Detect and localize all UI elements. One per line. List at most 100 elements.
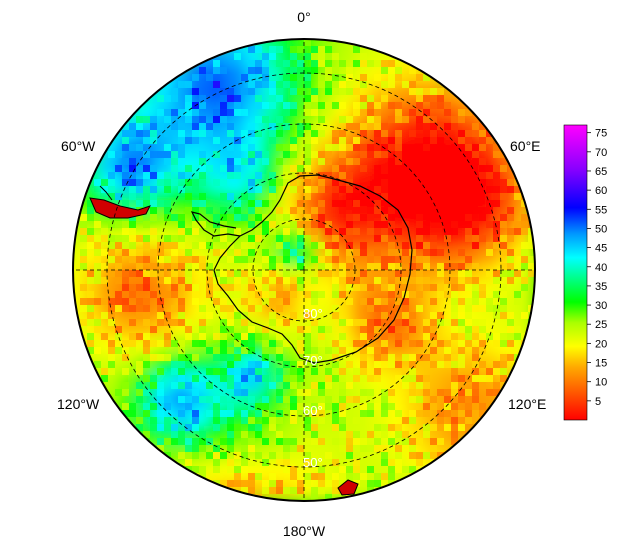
field-pixel [248,417,255,424]
field-pixel [206,207,213,214]
field-pixel [430,102,437,109]
field-pixel [94,221,101,228]
field-pixel [388,466,395,473]
field-blob [73,282,82,300]
field-pixel [346,74,353,81]
field-pixel [171,256,178,263]
field-pixel [150,326,157,333]
field-pixel [318,74,325,81]
field-pixel [374,130,381,137]
field-pixel [283,438,290,445]
field-pixel [276,291,283,298]
field-pixel [255,67,262,74]
field-pixel [507,179,514,186]
field-pixel [374,277,381,284]
field-pixel [409,88,416,95]
field-pixel [234,354,241,361]
field-pixel [248,151,255,158]
field-pixel [521,256,528,263]
field-pixel [220,249,227,256]
field-pixel [185,326,192,333]
field-pixel [402,438,409,445]
field-pixel [143,242,150,249]
field-pixel [297,186,304,193]
field-pixel [493,221,500,228]
field-pixel [437,102,444,109]
field-pixel [248,60,255,67]
field-pixel [346,242,353,249]
field-pixel [192,438,199,445]
field-pixel [374,186,381,193]
field-pixel [241,368,248,375]
field-pixel [353,200,360,207]
field-pixel [290,144,297,151]
field-pixel [164,424,171,431]
field-pixel [157,340,164,347]
field-pixel [276,242,283,249]
field-pixel [304,186,311,193]
field-pixel [227,410,234,417]
field-pixel [451,263,458,270]
field-pixel [465,340,472,347]
field-pixel [374,172,381,179]
field-pixel [185,361,192,368]
field-pixel [262,221,269,228]
field-pixel [318,81,325,88]
field-pixel [437,347,444,354]
field-pixel [402,249,409,256]
field-pixel [122,200,129,207]
field-pixel [213,151,220,158]
field-pixel [402,256,409,263]
field-pixel [458,284,465,291]
field-pixel [283,487,290,494]
field-pixel [444,424,451,431]
field-pixel [332,88,339,95]
field-pixel [101,263,108,270]
field-pixel [262,298,269,305]
field-pixel [430,193,437,200]
field-pixel [423,354,430,361]
field-pixel [360,368,367,375]
field-pixel [430,298,437,305]
field-pixel [402,270,409,277]
field-pixel [472,326,479,333]
field-pixel [416,305,423,312]
field-pixel [185,396,192,403]
field-pixel [185,228,192,235]
field-pixel [241,417,248,424]
field-pixel [241,347,248,354]
field-pixel [353,277,360,284]
field-blob [478,102,496,120]
field-pixel [304,74,311,81]
field-pixel [374,375,381,382]
field-pixel [276,417,283,424]
field-pixel [311,473,318,480]
field-pixel [486,242,493,249]
field-pixel [164,235,171,242]
field-pixel [178,263,185,270]
field-pixel [493,291,500,298]
field-pixel [339,473,346,480]
field-pixel [94,319,101,326]
field-pixel [367,263,374,270]
field-pixel [269,221,276,228]
field-pixel [283,249,290,256]
field-pixel [353,368,360,375]
field-pixel [87,291,94,298]
field-pixel [115,347,122,354]
field-pixel [178,242,185,249]
field-pixel [318,438,325,445]
field-pixel [381,263,388,270]
field-pixel [360,340,367,347]
field-pixel [311,347,318,354]
field-pixel [262,263,269,270]
field-pixel [402,431,409,438]
field-pixel [374,319,381,326]
field-pixel [108,368,115,375]
field-pixel [192,396,199,403]
colorbar-tick-label: 5 [595,396,601,408]
field-pixel [325,158,332,165]
field-pixel [332,354,339,361]
field-pixel [318,46,325,53]
field-pixel [458,130,465,137]
